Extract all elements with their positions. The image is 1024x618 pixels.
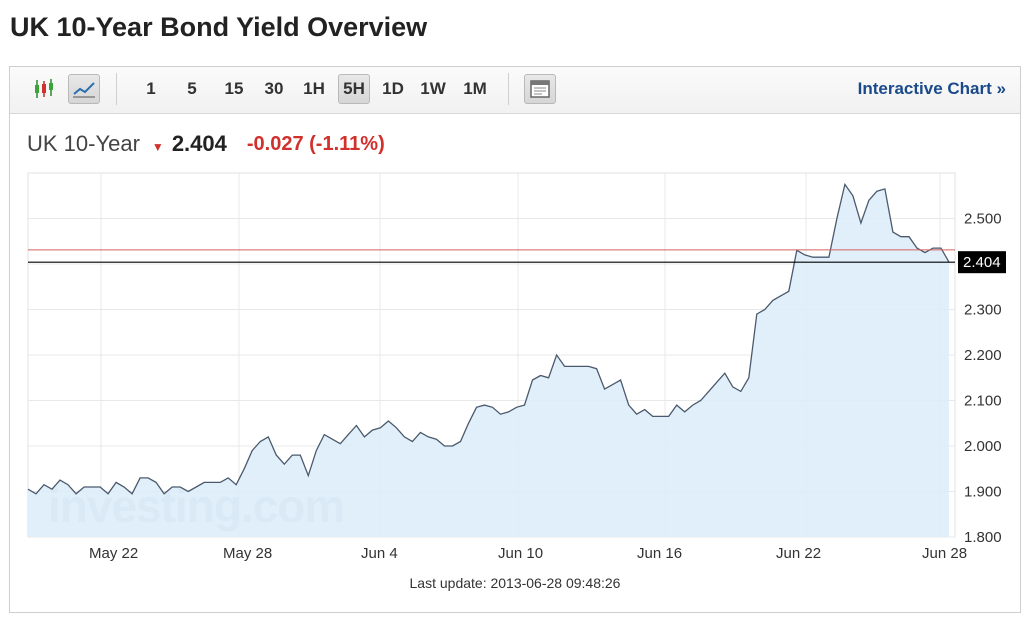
y-tick-label: 2.000 (964, 438, 1002, 455)
current-price-marker (958, 251, 1006, 274)
last-price: 2.404 (171, 131, 227, 156)
series-area (28, 184, 949, 537)
x-tick-label: Jun 4 (361, 545, 398, 562)
timeframe-5h-button[interactable]: 5H (338, 74, 370, 104)
toolbar-separator (508, 73, 509, 105)
x-tick-label: May 22 (89, 545, 138, 562)
last-update-text: Last update: 2013-06-28 09:48:26 (409, 575, 621, 591)
timeframe-5-button[interactable]: 5 (187, 79, 197, 98)
x-tick-label: Jun 16 (637, 545, 682, 562)
series-line (27, 182, 950, 495)
y-tick-label: 2.500 (964, 211, 1002, 228)
timeframe-1m-button[interactable]: 1M (463, 79, 487, 98)
chart-panel: 1 5 15 30 1H 5H 1D 1W 1M Interactive Cha… (9, 66, 1021, 613)
toolbar-separator (116, 73, 117, 105)
y-tick-label: 2.300 (964, 302, 1002, 319)
interactive-chart-label: Interactive Chart (857, 79, 992, 98)
timeframe-15-button[interactable]: 15 (224, 79, 244, 98)
x-tick-label: Jun 10 (498, 545, 543, 562)
chevron-right-icon: » (996, 79, 1006, 98)
line-chart-icon[interactable] (68, 74, 100, 104)
timeframe-1w-button[interactable]: 1W (420, 79, 446, 98)
instrument-name: UK 10-Year (27, 131, 140, 156)
y-tick-label: 2.100 (964, 393, 1002, 410)
y-tick-label: 2.200 (964, 347, 1002, 364)
chart-layout-icon[interactable] (524, 74, 556, 104)
y-tick-label: 1.900 (964, 484, 1002, 501)
timeframe-1-button[interactable]: 1 (146, 79, 156, 98)
page-title: UK 10-Year Bond Yield Overview (10, 12, 428, 42)
timeframe-1h-button[interactable]: 1H (303, 79, 325, 98)
price-change: -0.027 (-1.11%) (246, 132, 385, 155)
y-tick-label: 1.800 (964, 529, 1002, 546)
timeframe-1d-button[interactable]: 1D (382, 79, 404, 98)
current-price-label: 2.404 (963, 254, 1001, 271)
x-tick-label: Jun 28 (922, 545, 967, 562)
yield-chart[interactable]: May 22 May 28 Jun 4 Jun 10 Jun 16 Jun 22 Jun 2… (10, 67, 1020, 612)
chart-toolbar: 1 5 15 30 1H 5H 1D 1W 1M Interactive Cha… (10, 67, 1020, 114)
timeframe-30-button[interactable]: 30 (264, 79, 284, 98)
candlestick-chart-icon[interactable] (28, 74, 60, 104)
x-tick-label: Jun 22 (776, 545, 821, 562)
quote-header: UK 10-Year ▼ 2.404 -0.027 (-1.11%) (27, 131, 385, 157)
down-arrow-icon: ▼ (151, 140, 164, 154)
x-tick-label: May 28 (223, 545, 272, 562)
interactive-chart-link[interactable]: Interactive Chart » (858, 79, 1006, 99)
